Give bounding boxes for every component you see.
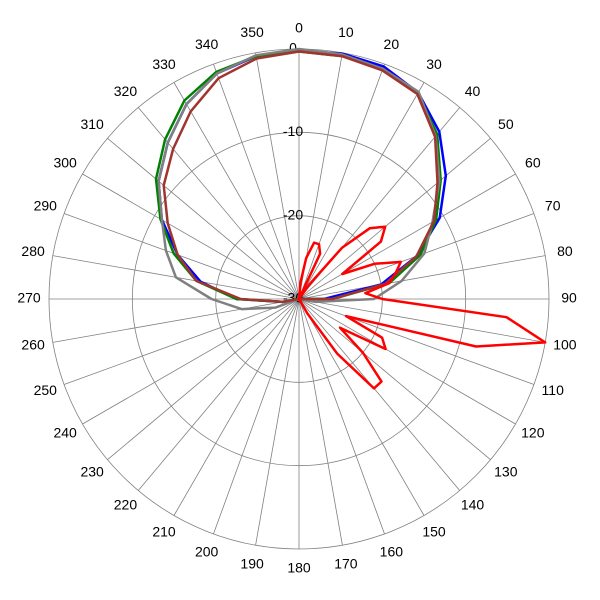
angle-label: 340 — [195, 36, 219, 52]
spoke — [107, 137, 300, 300]
angle-label: 350 — [240, 24, 264, 40]
spoke — [298, 82, 425, 300]
angle-label: 0 — [295, 20, 303, 36]
spoke — [298, 298, 343, 546]
spoke — [298, 63, 385, 300]
angle-label: 200 — [195, 543, 219, 559]
angle-label: 230 — [80, 463, 104, 479]
spoke — [213, 298, 300, 535]
angle-label: 40 — [465, 83, 481, 99]
angle-label: 120 — [521, 425, 545, 441]
spoke — [137, 298, 300, 491]
angle-label: 260 — [21, 337, 45, 353]
angle-label: 140 — [461, 497, 485, 513]
angle-label: 240 — [53, 425, 77, 441]
spoke — [52, 298, 300, 343]
angle-label: 250 — [34, 382, 58, 398]
angle-label: 320 — [114, 83, 138, 99]
spoke — [107, 298, 300, 461]
angle-label: 130 — [494, 463, 518, 479]
spoke — [63, 213, 300, 300]
angle-label: 110 — [542, 382, 565, 398]
spoke — [63, 298, 300, 385]
pattern-line — [154, 50, 442, 304]
spoke — [173, 298, 300, 516]
angle-label: 150 — [422, 524, 446, 540]
angle-label: 20 — [384, 36, 400, 52]
angle-label: 90 — [561, 290, 577, 306]
spoke — [213, 63, 300, 300]
spoke — [298, 173, 516, 300]
spoke — [82, 298, 300, 425]
spoke — [173, 82, 300, 300]
angle-label: 300 — [53, 155, 77, 171]
angle-label: 160 — [380, 543, 404, 559]
angle-label: 30 — [426, 56, 442, 72]
spoke — [298, 298, 516, 425]
angle-label: 10 — [338, 24, 354, 40]
pattern-line — [162, 50, 439, 304]
spoke — [298, 255, 546, 300]
angle-label: 310 — [80, 116, 104, 132]
r-tick-label: -10 — [283, 123, 303, 139]
angle-label: 100 — [553, 337, 577, 353]
angle-label: 60 — [525, 155, 541, 171]
r-tick-label: 0 — [289, 40, 297, 56]
angle-label: 330 — [152, 56, 176, 72]
r-tick-label: -20 — [283, 206, 303, 222]
spoke — [298, 298, 535, 385]
angle-label: 290 — [34, 197, 58, 213]
spoke — [298, 298, 491, 461]
angle-label: 220 — [114, 497, 138, 513]
angle-label: 50 — [498, 116, 514, 132]
spoke — [298, 298, 425, 516]
angle-label: 180 — [287, 560, 311, 576]
angle-label: 210 — [152, 524, 176, 540]
spoke — [298, 298, 461, 491]
angle-label: 270 — [17, 290, 41, 306]
spoke — [255, 52, 300, 300]
spoke — [82, 173, 300, 300]
angle-label: 170 — [334, 556, 358, 572]
spoke — [298, 137, 491, 300]
spoke — [298, 298, 546, 343]
spoke — [298, 298, 385, 535]
pattern-line — [297, 225, 547, 390]
angle-label: 190 — [240, 556, 264, 572]
spoke — [255, 298, 300, 546]
angle-label: 280 — [21, 243, 45, 259]
angle-label: 80 — [557, 243, 573, 259]
angle-label: 70 — [545, 197, 561, 213]
